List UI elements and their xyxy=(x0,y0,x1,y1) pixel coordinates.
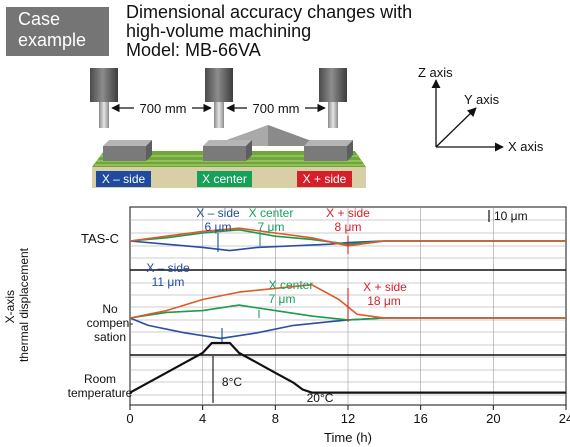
x-tick-label: 20 xyxy=(486,411,500,426)
position-tag-label: X – side xyxy=(102,172,146,186)
annotation-label: X center xyxy=(269,278,314,292)
title-line-1: Dimensional accuracy changes with xyxy=(126,2,413,22)
badge-line-2: example xyxy=(18,30,87,50)
panel-label: sation xyxy=(94,330,126,344)
panel-label: TAS-C xyxy=(81,231,119,246)
position-tag-bg xyxy=(197,171,252,187)
annotation-value: 8 μm xyxy=(335,220,362,234)
annotation-value: 20°C xyxy=(307,391,334,405)
y-axis-title: X-axis thermal displacement xyxy=(3,247,31,362)
panel-label: compen- xyxy=(87,316,134,330)
badge-line-1: Case xyxy=(18,9,61,29)
grid-lines xyxy=(130,207,566,405)
position-tag-label: X center xyxy=(202,172,247,186)
annotation-value: 18 μm xyxy=(367,294,401,308)
x-tick-label: 8 xyxy=(272,411,279,426)
machine-illustration: 700 mm 700 mm X – side X center X + side xyxy=(90,68,366,188)
panel-label: No xyxy=(102,302,118,316)
annotation-value: 8°C xyxy=(222,375,242,389)
spindle-left xyxy=(90,68,118,128)
spindle-center xyxy=(205,68,233,128)
x-tick-label: 0 xyxy=(126,411,133,426)
spindle-right xyxy=(319,68,347,128)
scale-bar-label: 10 μm xyxy=(494,209,528,223)
case-example-badge: Case example xyxy=(6,7,109,56)
x-tick-label: 12 xyxy=(341,411,355,426)
annotation-value: 7 μm xyxy=(258,220,285,234)
annotation-label: X – side xyxy=(146,261,190,275)
series-line-x_plus xyxy=(129,227,566,247)
annotation-label: X center xyxy=(249,206,294,220)
annotation-value: 7 μm xyxy=(269,292,296,306)
x-axis-label: X axis xyxy=(508,139,544,154)
position-tag-bg xyxy=(96,171,151,187)
workpiece-center xyxy=(203,140,252,161)
x-tick-label: 16 xyxy=(413,411,427,426)
series-line-temperature xyxy=(129,341,566,394)
x-tick-label: 4 xyxy=(199,411,206,426)
x-axis-title: Time (h) xyxy=(324,430,372,445)
y-axis-arrow xyxy=(435,107,477,148)
annotation-label: X – side xyxy=(196,206,240,220)
figure-title: Dimensional accuracy changes with high-v… xyxy=(126,3,412,60)
series-line-x_center xyxy=(129,304,566,321)
annotation-label: X + side xyxy=(363,280,407,294)
distance-label-right: 700 mm xyxy=(253,101,300,116)
title-line-3: Model: MB-66VA xyxy=(126,40,261,60)
z-axis-label: Z axis xyxy=(418,65,453,80)
annotation-label: X + side xyxy=(326,206,370,220)
position-tag-bg xyxy=(297,171,352,187)
position-tags: X – side X center X + side xyxy=(96,171,352,187)
series-layer xyxy=(129,227,566,394)
annotation-value: 6 μm xyxy=(205,220,232,234)
position-tag-label: X + side xyxy=(303,172,347,186)
panel-label: Room xyxy=(84,372,116,386)
axis-icon: Z axis Y axis X axis xyxy=(418,65,544,154)
x-tick-label: 24 xyxy=(559,411,570,426)
annotation-value: 11 μm xyxy=(152,275,185,289)
workpiece-right xyxy=(304,140,353,161)
panel-label: temperature xyxy=(68,386,133,400)
workpiece-left xyxy=(103,140,152,161)
title-line-2: high-volume machining xyxy=(126,21,312,41)
series-line-x_plus xyxy=(129,283,566,319)
x-axis-ticks: 0 4 8 12 16 20 24 xyxy=(126,405,570,426)
distance-label-left: 700 mm xyxy=(140,101,187,116)
y-axis-label: Y axis xyxy=(464,92,500,107)
